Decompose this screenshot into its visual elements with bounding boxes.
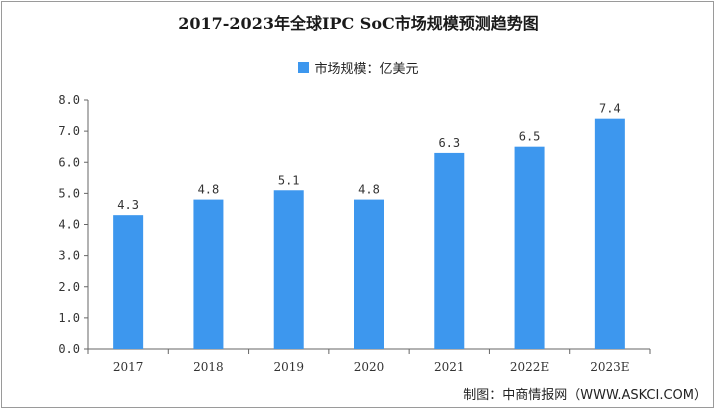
bar [434,152,465,349]
y-tick-label: 8.0 [58,93,80,107]
source-credit: 制图：中商情报网（WWW.ASKCI.COM） [463,388,707,403]
data-label: 6.3 [438,136,460,150]
data-label: 4.8 [198,183,220,197]
bar [273,190,304,349]
bar [514,146,545,349]
x-tick-label: 2019 [273,360,304,374]
x-tick-label: 2023E [590,360,629,374]
y-tick-label: 2.0 [58,280,80,294]
data-label: 6.5 [519,130,541,144]
x-tick-label: 2017 [113,360,144,374]
bar [193,199,224,349]
data-label: 7.4 [599,102,621,116]
data-label: 4.8 [358,183,380,197]
y-tick-label: 0.0 [58,342,80,356]
x-tick-label: 2022E [510,360,549,374]
y-tick-label: 6.0 [58,155,80,169]
bar [594,118,625,349]
legend-swatch [298,62,310,73]
bar [354,199,384,349]
legend-label: 市场规模：亿美元 [314,62,419,77]
y-tick-label: 1.0 [58,311,80,325]
x-tick-label: 2021 [434,360,465,374]
data-label: 4.3 [117,198,139,212]
chart-title: 2017-2023年全球IPC SoC市场规模预测趋势图 [178,14,539,33]
y-tick-label: 5.0 [58,186,80,200]
data-label: 5.1 [278,173,300,187]
x-tick-label: 2018 [193,360,224,374]
x-tick-label: 2020 [354,360,385,374]
y-tick-label: 3.0 [58,249,80,263]
chart-legend: 市场规模：亿美元 [0,58,717,77]
y-tick-label: 4.0 [58,218,80,232]
y-tick-label: 7.0 [58,124,80,138]
bar [113,215,144,349]
